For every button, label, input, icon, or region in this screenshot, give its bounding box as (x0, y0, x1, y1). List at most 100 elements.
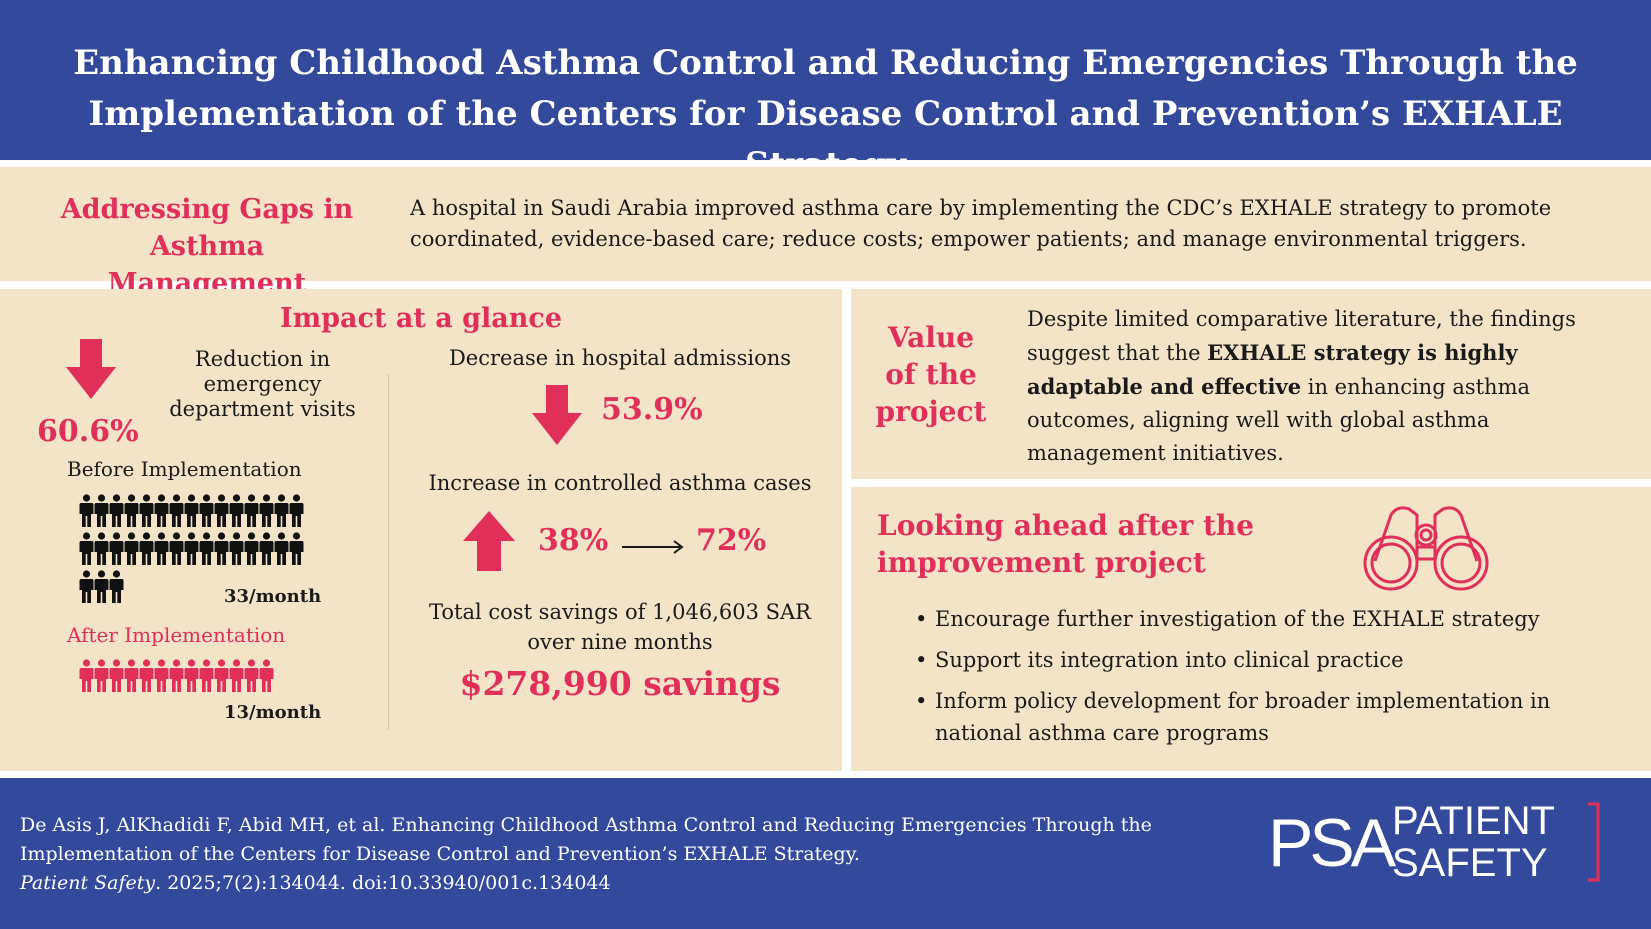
person-figure (154, 494, 169, 532)
person-figure (124, 659, 139, 697)
logo-psa: PSA (1268, 805, 1396, 881)
psa-logo: PSA PATIENT SAFETY (1268, 799, 1608, 888)
person-icon (199, 532, 214, 565)
person-figure (289, 532, 304, 570)
gaps-title: Addressing Gaps in Asthma Management (60, 194, 354, 299)
person-icon (259, 532, 274, 565)
right-arrow-icon (622, 540, 684, 554)
controlled-label: Increase in controlled asthma cases (428, 471, 812, 495)
admissions-label: Decrease in hospital admissions (448, 346, 792, 370)
value-section: Value of the project Despite limited com… (851, 289, 1651, 479)
after-label: After Implementation (67, 623, 286, 647)
person-icon (109, 494, 124, 527)
controlled-to: 72% (696, 523, 767, 558)
impact-title: Impact at a glance (279, 303, 563, 334)
person-figure (169, 532, 184, 570)
person-icon (184, 532, 199, 565)
binoculars-icon (1363, 506, 1489, 591)
ed-reduction-percent: 60.6% (37, 414, 139, 449)
person-figure (229, 532, 244, 570)
person-figure (154, 659, 169, 697)
ed-reduction-label: Reduction in emergency department visits (169, 347, 356, 421)
person-icon (94, 494, 109, 527)
person-icon (274, 532, 289, 565)
citation-tail: . 2025;7(2):134044. doi:10.33940/001c.13… (155, 872, 611, 894)
list-item: Support its integration into clinical pr… (915, 644, 1625, 676)
person-figure (79, 494, 94, 532)
person-figure (109, 659, 124, 697)
looking-ahead-title: Looking ahead after the improvement proj… (877, 509, 1255, 579)
person-icon (259, 494, 274, 527)
logo-patient: PATIENT (1392, 799, 1555, 843)
list-item: Encourage further investigation of the E… (915, 603, 1625, 635)
person-figure (184, 532, 199, 570)
person-icon (79, 570, 94, 603)
person-icon (139, 659, 154, 692)
list-item: Inform policy development for broader im… (915, 685, 1625, 749)
page-title: Enhancing Childhood Asthma Control and R… (73, 43, 1578, 185)
person-icon (79, 532, 94, 565)
person-figure (259, 494, 274, 532)
person-figure (244, 659, 259, 697)
person-figure (289, 494, 304, 532)
person-icon (259, 659, 274, 692)
gaps-text: A hospital in Saudi Arabia improved asth… (410, 196, 1552, 251)
person-icon (244, 532, 259, 565)
vertical-divider (388, 374, 389, 730)
person-icon (169, 494, 184, 527)
person-figure (244, 494, 259, 532)
person-icon (229, 494, 244, 527)
person-figure (79, 570, 94, 608)
before-label: Before Implementation (67, 457, 302, 481)
person-icon (154, 659, 169, 692)
admissions-percent: 53.9% (601, 392, 703, 427)
person-icon (79, 494, 94, 527)
savings-label: Total cost savings of 1,046,603 SAR over… (429, 600, 811, 654)
logo-safety: SAFETY (1392, 841, 1548, 885)
person-icon (154, 494, 169, 527)
person-figure (109, 494, 124, 532)
logo-bracket (1588, 802, 1600, 882)
person-icon (154, 532, 169, 565)
person-figure (214, 532, 229, 570)
person-figure (184, 659, 199, 697)
person-icon (229, 532, 244, 565)
person-figure (169, 659, 184, 697)
person-figure (199, 532, 214, 570)
person-icon (109, 659, 124, 692)
person-figure (214, 659, 229, 697)
person-figure (109, 570, 124, 608)
person-figure (124, 494, 139, 532)
savings-amount: $278,990 savings (459, 664, 781, 703)
person-figure (274, 494, 289, 532)
value-text: Despite limited comparative literature, … (1027, 303, 1627, 470)
up-arrow-icon (463, 511, 515, 571)
person-figure (94, 494, 109, 532)
person-icon (124, 494, 139, 527)
person-figure (79, 532, 94, 570)
looking-ahead-section: Looking ahead after the improvement proj… (851, 487, 1651, 771)
person-icon (289, 494, 304, 527)
person-icon (199, 659, 214, 692)
person-figure (139, 532, 154, 570)
footer: De Asis J, AlKhadidi F, Abid MH, et al. … (0, 778, 1651, 929)
person-icon (139, 494, 154, 527)
person-icon (244, 494, 259, 527)
person-figure (229, 494, 244, 532)
person-figure (124, 532, 139, 570)
person-icon (169, 532, 184, 565)
controlled-from: 38% (538, 523, 609, 558)
person-icon (199, 494, 214, 527)
person-figure (169, 494, 184, 532)
citation-main: De Asis J, AlKhadidi F, Abid MH, et al. … (20, 814, 1152, 865)
person-figure (244, 532, 259, 570)
person-icon (109, 532, 124, 565)
person-figure (109, 532, 124, 570)
person-icon (184, 494, 199, 527)
person-figure (94, 532, 109, 570)
person-figure (184, 494, 199, 532)
person-icon (274, 494, 289, 527)
after-rate: 13/month (224, 702, 322, 723)
person-icon (229, 659, 244, 692)
person-icon (169, 659, 184, 692)
